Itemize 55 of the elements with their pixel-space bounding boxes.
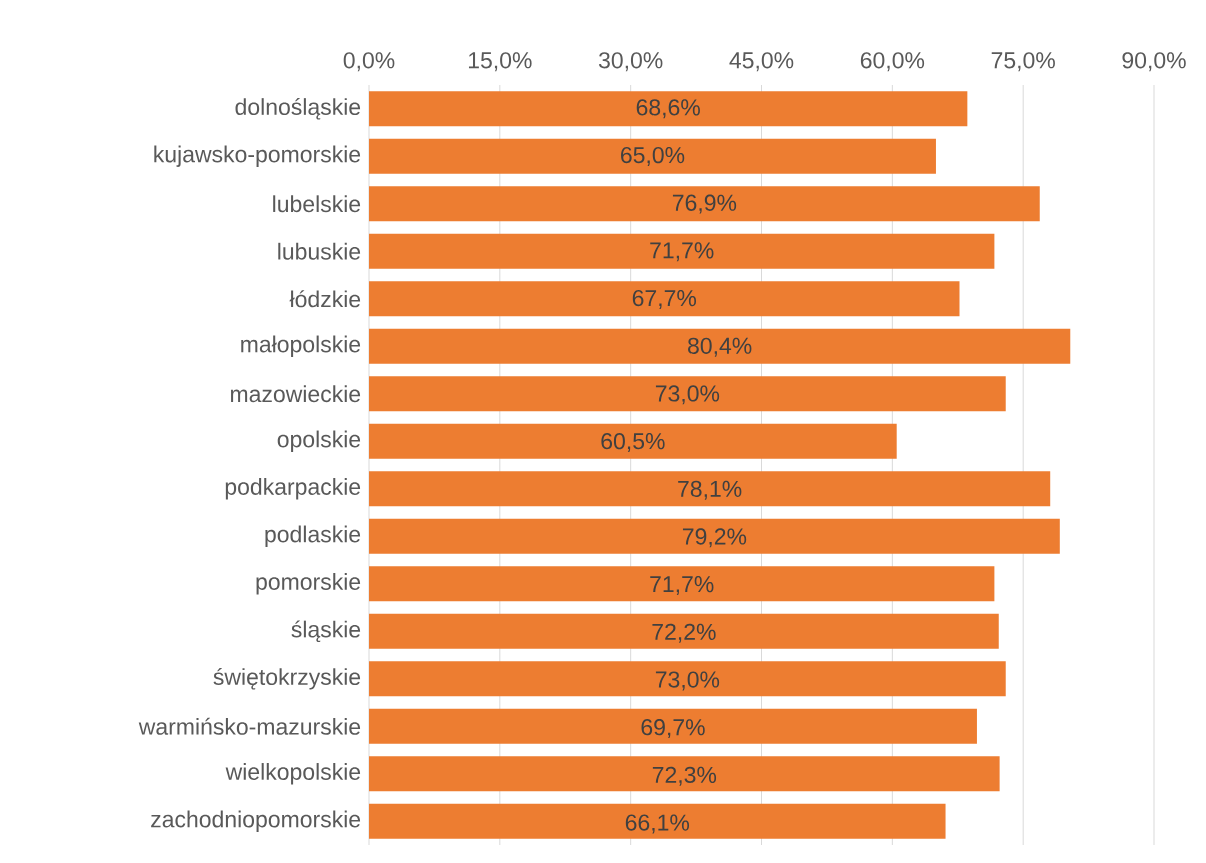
- bar: [369, 423, 897, 459]
- x-tick-label: 45,0%: [729, 52, 794, 72]
- y-tick-label: warmińsko-mazurskie: [138, 717, 361, 735]
- data-label: 76,9%: [672, 194, 737, 214]
- bar: [369, 613, 999, 649]
- bar: [369, 708, 977, 744]
- bar: [369, 376, 1006, 412]
- bar: [369, 91, 968, 127]
- y-tick-label: świętokrzyskie: [213, 667, 361, 690]
- data-label: 66,1%: [625, 814, 690, 834]
- data-label: 68,6%: [636, 99, 700, 119]
- y-tick-label: podkarpackie: [225, 478, 361, 500]
- bar: [369, 186, 1040, 222]
- y-tick-label: mazowieckie: [231, 385, 361, 403]
- y-tick-label: dolnośląskie: [235, 97, 361, 120]
- data-label: 72,2%: [652, 623, 716, 643]
- x-tick-label: 90,0%: [1122, 52, 1186, 72]
- y-tick-label: lubelskie: [273, 195, 361, 213]
- data-label: 79,2%: [682, 528, 747, 548]
- y-tick-label: opolskie: [277, 430, 361, 452]
- data-label: 78,1%: [678, 480, 742, 500]
- data-label: 72,3%: [652, 766, 717, 786]
- bar: [369, 661, 1006, 697]
- bar: [369, 233, 995, 269]
- bar: [369, 328, 1071, 364]
- x-tick-label: 30,0%: [598, 52, 663, 72]
- x-tick-label: 75,0%: [991, 52, 1055, 72]
- bar: [369, 756, 1000, 792]
- y-tick-label: zachodniopomorskie: [151, 810, 361, 832]
- x-tick-label: 0,0%: [343, 52, 395, 72]
- data-label: 73,0%: [655, 385, 720, 405]
- bar: [369, 518, 1060, 554]
- data-label: 73,0%: [655, 671, 720, 691]
- y-tick-label: wielkopolskie: [225, 763, 361, 785]
- bar: [369, 471, 1051, 507]
- y-tick-label: małopolskie: [241, 335, 361, 357]
- data-label: 65,0%: [621, 146, 685, 166]
- bar: [369, 803, 946, 839]
- y-tick-label: podlaskie: [265, 525, 361, 547]
- bar: [369, 281, 960, 317]
- data-label: 69,7%: [641, 719, 705, 739]
- y-tick-label: pomorskie: [256, 573, 361, 595]
- y-tick-label: śląskie: [291, 620, 361, 643]
- y-tick-label: łódzkie: [289, 290, 361, 308]
- y-tick-label: lubuskie: [278, 242, 361, 260]
- y-tick-label: kujawsko-pomorskie: [154, 145, 361, 167]
- bar: [369, 138, 936, 174]
- data-label: 80,4%: [688, 337, 752, 357]
- data-label: 60,5%: [601, 433, 665, 452]
- bar: [369, 566, 995, 602]
- x-tick-label: 60,0%: [860, 52, 925, 72]
- data-label: 71,7%: [650, 242, 714, 262]
- data-label: 67,7%: [632, 289, 697, 309]
- x-tick-label: 15,0%: [468, 52, 532, 72]
- data-label: 71,7%: [650, 576, 714, 595]
